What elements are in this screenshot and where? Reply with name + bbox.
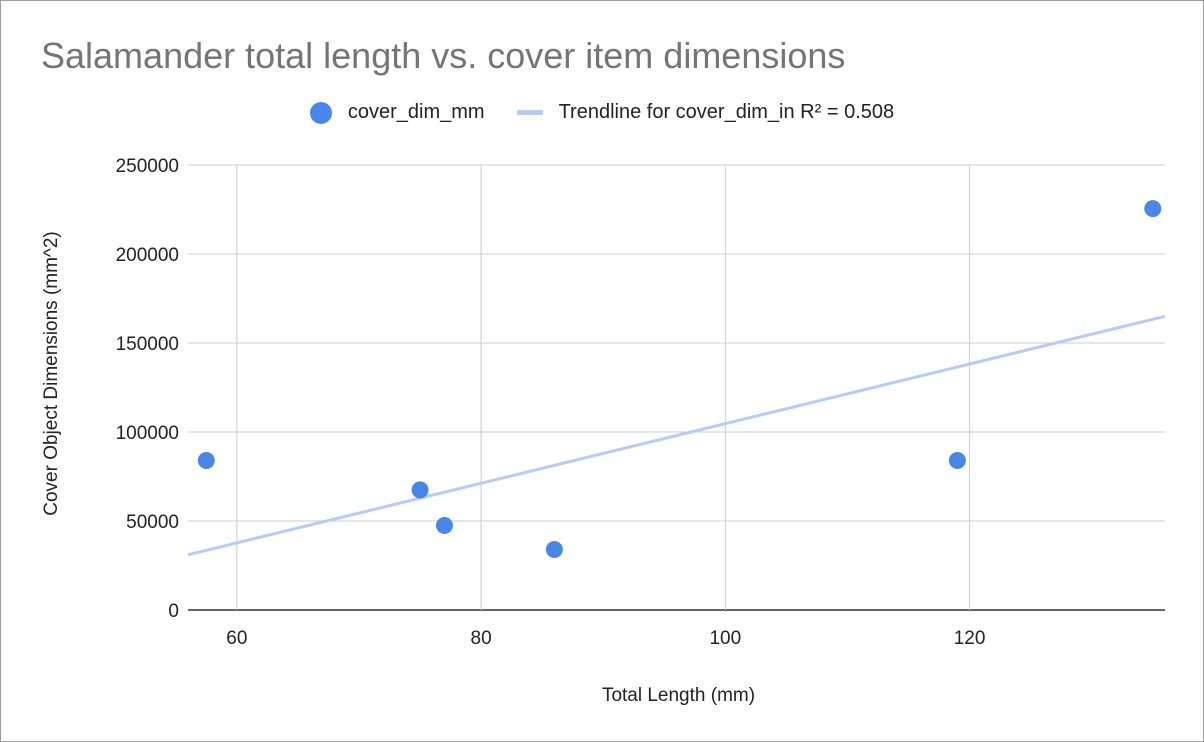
data-point bbox=[1144, 200, 1162, 218]
x-axis-label: Total Length (mm) bbox=[602, 685, 755, 706]
data-point bbox=[411, 481, 429, 499]
legend-item-trendline[interactable]: Trendline for cover_dim_in R² = 0.508 bbox=[516, 101, 895, 124]
y-tick-label: 100000 bbox=[116, 423, 179, 444]
grid-lines bbox=[188, 164, 1165, 611]
tick-labels: 0 50000 100000 150000 200000 250000 60 80 100 120 bbox=[116, 156, 986, 649]
legend-label-trendline: Trendline for cover_dim_in R² = 0.508 bbox=[558, 101, 895, 123]
points-layer bbox=[197, 200, 1162, 558]
x-tick-label: 80 bbox=[471, 628, 492, 649]
data-point bbox=[197, 451, 215, 469]
y-tick-label: 150000 bbox=[116, 334, 179, 355]
trendline bbox=[187, 314, 1166, 557]
x-tick-label: 100 bbox=[709, 628, 741, 649]
chart-legend: cover_dim_mm Trendline for cover_dim_in … bbox=[1, 101, 1203, 124]
legend-item-series[interactable]: cover_dim_mm bbox=[309, 101, 485, 124]
legend-label-series: cover_dim_mm bbox=[347, 101, 485, 123]
y-tick-label: 0 bbox=[168, 601, 179, 622]
y-tick-label: 250000 bbox=[116, 156, 179, 177]
chart-title: Salamander total length vs. cover item d… bbox=[41, 35, 846, 76]
legend-marker-line bbox=[516, 110, 543, 115]
data-point bbox=[545, 540, 563, 558]
x-tick-label: 120 bbox=[954, 628, 986, 649]
data-point bbox=[948, 451, 966, 469]
y-tick-label: 50000 bbox=[126, 512, 179, 533]
legend-marker-dot bbox=[309, 101, 332, 124]
trendline-layer bbox=[187, 314, 1166, 557]
y-tick-label: 200000 bbox=[116, 245, 179, 266]
y-axis-label: Cover Object Dimensions (mm^2) bbox=[41, 231, 62, 515]
data-point bbox=[435, 516, 453, 534]
x-tick-label: 60 bbox=[226, 628, 247, 649]
